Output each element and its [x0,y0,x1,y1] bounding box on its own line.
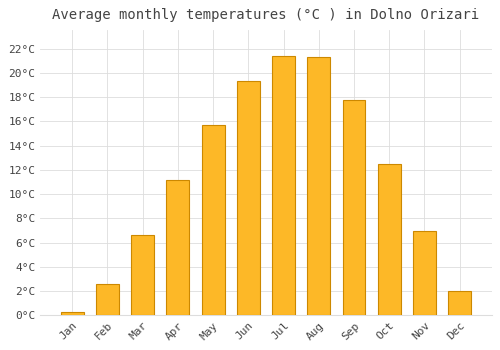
Bar [60,312,84,315]
Bar [131,236,154,315]
Bar [202,125,224,315]
Bar [237,82,260,315]
Bar [342,99,365,315]
Bar [448,291,471,315]
Bar [272,56,295,315]
Bar [96,284,119,315]
Bar [413,231,436,315]
Bar [378,164,400,315]
Title: Average monthly temperatures (°C ) in Dolno Orizari: Average monthly temperatures (°C ) in Do… [52,8,480,22]
Bar [308,57,330,315]
Bar [166,180,190,315]
